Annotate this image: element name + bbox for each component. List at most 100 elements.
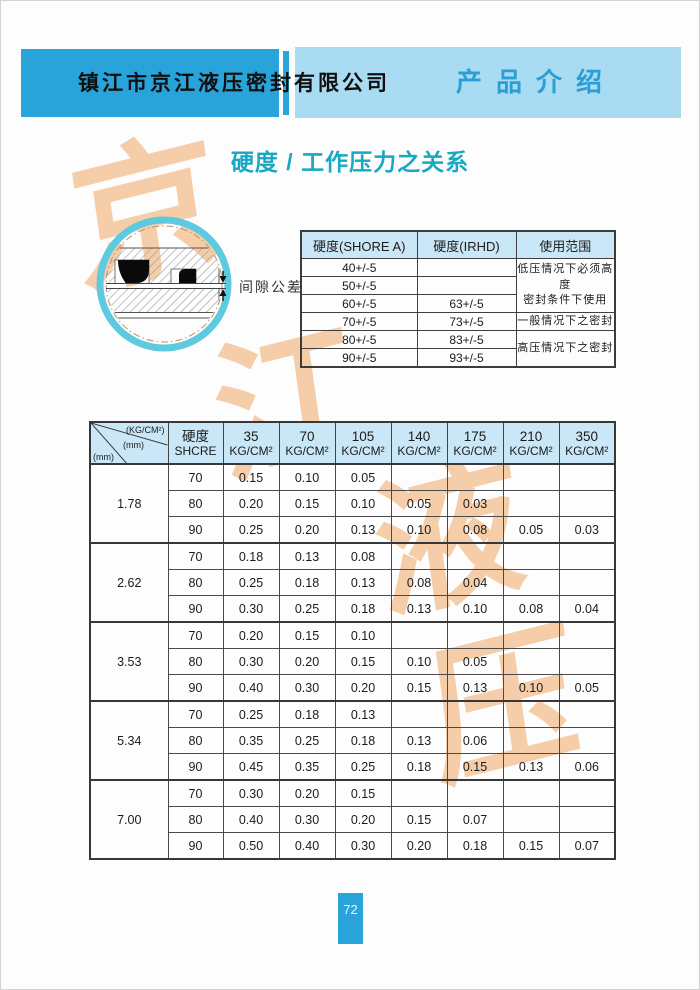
seal-profile-large — [118, 260, 149, 284]
shore-value: 60+/-5 — [300, 294, 418, 313]
pressure-cell — [558, 542, 616, 570]
pressure-cell: 0.25 — [334, 753, 392, 781]
pressure-column-header: 350 KG/CM² — [558, 421, 616, 465]
pressure-row: 80 0.25 0.18 0.13 0.08 0.04 — [90, 569, 616, 596]
corner-label-bottom: (mm) — [93, 452, 114, 462]
pressure-cell — [502, 648, 560, 675]
pressure-cell: 0.35 — [222, 727, 280, 754]
pressure-cell: 0.04 — [558, 595, 616, 623]
pressure-cell: 0.03 — [446, 490, 504, 517]
usage-line: 一般情况下之密封 — [517, 314, 614, 327]
pressure-cell: 0.18 — [222, 542, 280, 570]
hardness-row: 80+/-5 83+/-5 高压情况下之密封 — [300, 330, 616, 368]
hardness-row: 50+/-5 — [300, 276, 615, 295]
usage-line: 高压情况下之密封 — [517, 341, 614, 354]
hardness-table-header-row: 硬度(SHORE A) 硬度(IRHD) 使用范围 — [300, 230, 616, 259]
col-header-shore: 硬度(SHORE A) — [300, 230, 418, 259]
seal-diagram-drawing — [96, 216, 232, 352]
pressure-cell: 0.20 — [278, 648, 336, 675]
pressure-cell: 0.40 — [278, 832, 336, 860]
pressure-table-header-row: (KG/CM²) (mm) (mm) 硬度 SHCRE 35 KG/CM² 70 KG… — [89, 421, 616, 465]
pressure-cell: 0.18 — [278, 569, 336, 596]
hardness-table-body: 40+/-5 低压情况下必须高度 密封条件下使用 50+/-5 60+/-5 63+/-5… — [300, 258, 616, 368]
pressure-cell: 0.30 — [222, 648, 280, 675]
pressure-cell — [558, 490, 616, 517]
hardness-value: 80 — [167, 648, 224, 675]
pressure-cell: 0.10 — [334, 621, 392, 649]
pressure-cell — [446, 621, 504, 649]
pressure-cell: 0.20 — [334, 806, 392, 833]
shore-value: 40+/-5 — [300, 258, 418, 277]
pressure-cell: 0.15 — [446, 753, 504, 781]
irhd-value — [416, 276, 517, 295]
pressure-cell: 0.40 — [222, 806, 280, 833]
diagram-ring — [96, 216, 232, 352]
pressure-row: 1.78 70 0.15 0.10 0.05 — [89, 463, 616, 544]
pressure-cell — [558, 727, 616, 754]
pressure-cell: 0.15 — [334, 779, 392, 807]
col-header-usage: 使用范围 — [515, 230, 616, 259]
pressure-cell: 0.20 — [390, 832, 448, 860]
hardness-value: 80 — [167, 490, 224, 517]
pressure-cell: 0.18 — [390, 753, 448, 781]
pressure-cell: 0.08 — [390, 569, 448, 596]
pressure-cell: 0.20 — [278, 779, 336, 807]
pressure-cell — [502, 779, 560, 807]
pressure-cell: 0.15 — [390, 674, 448, 702]
pressure-cell: 0.13 — [334, 700, 392, 728]
pressure-cell: 0.15 — [222, 463, 280, 491]
pressure-cell: 0.30 — [278, 806, 336, 833]
hardness-value: 70 — [167, 700, 224, 728]
pressure-cell — [390, 700, 448, 728]
pressure-row: 90 0.45 0.35 0.25 0.18 0.15 0.13 0.06 — [90, 753, 616, 781]
pressure-cell: 0.10 — [390, 648, 448, 675]
pressure-cell — [502, 727, 560, 754]
pressure-row: 7.00 70 0.30 0.20 0.15 — [89, 779, 616, 860]
pressure-cell: 0.13 — [502, 753, 560, 781]
pressure-cell: 0.20 — [334, 674, 392, 702]
irhd-value: 73+/-5 — [416, 312, 517, 331]
irhd-value: 63+/-5 — [416, 294, 517, 313]
pressure-cell: 0.25 — [222, 516, 280, 544]
page-title: 硬度 / 工作压力之关系 — [230, 149, 470, 175]
pressure-row: 80 0.20 0.15 0.10 0.05 0.03 — [90, 490, 616, 517]
seal-profile-small — [179, 269, 196, 284]
pressure-cell: 0.13 — [334, 516, 392, 544]
pressure-cell: 0.13 — [334, 569, 392, 596]
pressure-cell: 0.25 — [278, 727, 336, 754]
pressure-cell: 0.18 — [278, 700, 336, 728]
pressure-cell — [558, 621, 616, 649]
pressure-cell: 0.20 — [222, 490, 280, 517]
pressure-cell: 0.07 — [446, 806, 504, 833]
hardness-value: 80 — [167, 569, 224, 596]
shore-value: 70+/-5 — [300, 312, 418, 331]
pressure-cell: 0.10 — [502, 674, 560, 702]
pressure-column-header: 210 KG/CM² — [502, 421, 560, 465]
pressure-row: 2.62 70 0.18 0.13 0.08 — [89, 542, 616, 623]
cross-section-size: 7.00 — [89, 779, 169, 860]
corner-label-mid: (mm) — [123, 440, 144, 450]
pressure-cell: 0.13 — [278, 542, 336, 570]
pressure-cell: 0.20 — [222, 621, 280, 649]
pressure-cell: 0.25 — [222, 569, 280, 596]
hardness-value: 90 — [167, 516, 224, 544]
pressure-cell — [446, 779, 504, 807]
section-title: 产品介绍 — [456, 68, 617, 97]
pressure-cell: 0.10 — [390, 516, 448, 544]
pressure-cell — [390, 621, 448, 649]
pressure-row: 5.34 70 0.25 0.18 0.13 — [89, 700, 616, 781]
pressure-column-header: 175 KG/CM² — [446, 421, 504, 465]
irhd-value — [416, 258, 517, 277]
pressure-cell: 0.05 — [558, 674, 616, 702]
pressure-cell: 0.15 — [390, 806, 448, 833]
header-band-light — [295, 47, 681, 118]
pressure-cell: 0.50 — [222, 832, 280, 860]
pressure-cell: 0.10 — [278, 463, 336, 491]
pressure-cell: 0.06 — [558, 753, 616, 781]
hardness-value: 90 — [167, 674, 224, 702]
hardness-value: 80 — [167, 806, 224, 833]
pressure-cell: 0.15 — [278, 621, 336, 649]
irhd-value: 83+/-5 — [416, 330, 517, 349]
pressure-cell — [502, 621, 560, 649]
